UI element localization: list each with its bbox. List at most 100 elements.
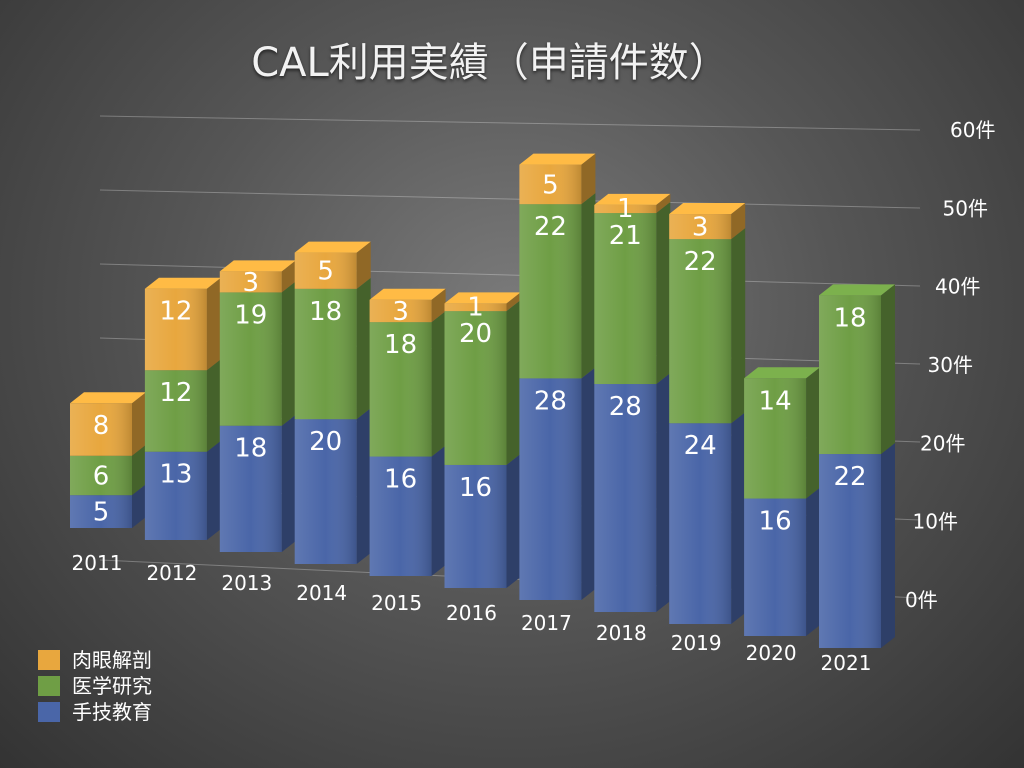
bar-group-2011: 5 6 8 (70, 392, 146, 528)
data-label-2011-0: 5 (93, 498, 110, 528)
data-label-2017-0: 28 (534, 386, 567, 416)
bar-shading-2012-1 (144, 370, 207, 452)
bar-shading-2017-2 (519, 164, 582, 205)
data-label-2014-0: 20 (309, 427, 342, 457)
bar-shading-2018-2 (594, 204, 657, 214)
data-label-2013-2: 3 (243, 268, 260, 298)
data-label-2020-1: 14 (759, 386, 792, 416)
legend-label: 医学研究 (72, 674, 152, 698)
x-tick-label: 2015 (371, 591, 422, 615)
bar-side-2013-0 (281, 414, 296, 552)
bar-side-2015-1 (431, 311, 446, 457)
data-label-2021-1: 18 (833, 303, 866, 333)
bar-side-2017-1 (581, 193, 596, 379)
data-label-2018-0: 28 (609, 392, 642, 422)
y-tick-label: 50件 (943, 196, 988, 220)
legend-label: 手技教育 (72, 700, 152, 724)
bar-shading-2013-1 (219, 292, 282, 426)
bar-shading-2019-2 (669, 214, 732, 240)
bar-side-2018-1 (656, 202, 671, 385)
gridline-60 (99, 115, 921, 131)
bar-shading-2013-2 (219, 271, 282, 293)
bar-top-2018 (594, 193, 671, 205)
data-label-2018-1: 21 (609, 221, 642, 251)
bar-shading-2011-2 (70, 403, 132, 456)
data-label-2017-2: 5 (542, 170, 559, 200)
bar-top-2019 (669, 203, 746, 215)
data-label-2019-2: 3 (692, 213, 709, 243)
y-tick-label: 0件 (905, 588, 938, 612)
x-tick-label: 2013 (221, 571, 272, 595)
bar-shading-2018-0 (594, 384, 657, 612)
bar-group-2016: 16 201 (444, 292, 521, 588)
bar-side-2014-2 (356, 241, 371, 289)
data-label-2015-1: 18 (384, 330, 417, 360)
legend-swatch (38, 676, 60, 696)
bar-group-2013: 18 193 (219, 260, 296, 552)
data-label-2012-2: 12 (159, 297, 192, 327)
bar-side-2011-2 (132, 392, 146, 456)
bar-shading-2018-1 (594, 213, 657, 385)
bar-shading-2017-1 (519, 204, 582, 379)
bar-side-2018-0 (656, 373, 671, 612)
x-axis: 2011 2012 2013 2014 2015 2016 2017 2018 2019 2020… (72, 551, 872, 675)
bar-side-2012-0 (206, 440, 221, 540)
data-label-2021-0: 22 (833, 462, 866, 492)
bar-shading-2014-0 (294, 419, 357, 564)
bar-side-2013-1 (281, 281, 296, 426)
bar-side-2012-1 (206, 359, 221, 452)
data-label-2016-2: 1 (467, 292, 484, 322)
data-label-2013-1: 19 (234, 300, 267, 330)
bar-side-2017-0 (581, 367, 596, 600)
bar-shading-2011-1 (70, 455, 132, 496)
x-tick-label: 2017 (521, 611, 572, 635)
bar-side-2013-2 (281, 260, 296, 293)
data-label-2014-2: 5 (317, 257, 334, 287)
x-tick-label: 2021 (821, 651, 872, 675)
y-tick-label: 30件 (928, 353, 973, 377)
bar-side-2019-1 (731, 228, 746, 424)
bar-side-2015-2 (431, 288, 446, 323)
bar-group-2012: 13 12 12 (144, 277, 221, 540)
bar-shading-2011-0 (70, 495, 132, 528)
data-label-2020-0: 16 (759, 507, 792, 537)
data-label-2012-0: 13 (159, 460, 192, 490)
chart-title: CAL利用実績（申請件数） (251, 40, 729, 86)
bar-shading-2013-0 (219, 425, 282, 552)
bar-top-2015 (369, 288, 446, 300)
bar-side-2019-0 (731, 412, 746, 624)
bar-side-2015-0 (431, 445, 446, 576)
bar-side-2011-0 (132, 484, 146, 528)
x-tick-label: 2016 (446, 601, 497, 625)
bar-shading-2017-0 (519, 378, 582, 600)
data-label-2015-0: 16 (384, 465, 417, 495)
data-label-2011-1: 6 (93, 461, 110, 491)
data-label-2012-1: 12 (159, 378, 192, 408)
legend-swatch (38, 650, 60, 670)
bar-top-2013 (219, 260, 296, 272)
x-tick-label: 2011 (72, 551, 123, 575)
data-label-2015-2: 3 (392, 297, 409, 327)
y-tick-label: 60件 (950, 118, 995, 142)
bar-top-2020 (744, 367, 821, 379)
bar-group-2015: 16 183 (369, 288, 446, 576)
bar-side-2019-2 (731, 203, 746, 240)
x-tick-label: 2019 (671, 631, 722, 655)
x-tick-label: 2014 (296, 581, 347, 605)
data-label-2014-1: 18 (309, 297, 342, 327)
bar-side-2017-2 (581, 153, 596, 205)
bar-group-2019: 24 22 3 (669, 203, 746, 624)
bar-group-2021: 22 18 (819, 284, 895, 648)
bar-shading-2021-1 (819, 295, 881, 455)
bar-shading-2012-2 (144, 288, 207, 371)
bars: 5681312121819320185161831620128225282112… (70, 153, 895, 648)
bar-side-2014-1 (356, 277, 371, 420)
bar-shading-2019-0 (669, 423, 732, 624)
bar-group-2014: 20 18 5 (294, 241, 371, 564)
bar-top-2011 (70, 392, 146, 404)
y-tick-label: 10件 (913, 510, 958, 534)
bar-shading-2014-2 (294, 252, 357, 289)
bar-shading-2021-0 (819, 454, 881, 648)
